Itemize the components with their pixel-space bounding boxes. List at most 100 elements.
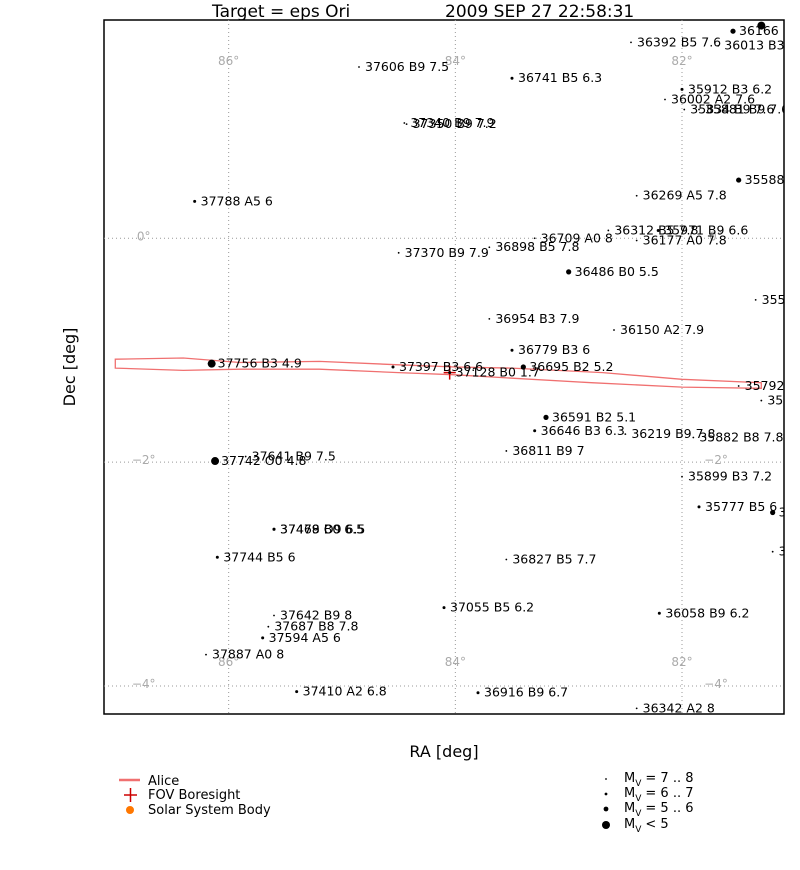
star-label: 37397 B3 6.6 — [399, 359, 483, 374]
mag-5-6-swatch — [603, 806, 609, 812]
star-point — [730, 28, 736, 34]
star-point — [657, 611, 661, 615]
star-label: 36269 A5 7.8 — [643, 188, 727, 203]
star-label: 37742 O0 4.8 — [221, 453, 306, 468]
mag-symbol: M — [624, 801, 635, 816]
star-label: 35792 B3 7 — [745, 378, 800, 393]
star-point — [680, 87, 684, 91]
star-point — [656, 228, 660, 232]
star-label: 36916 B9 6.7 — [484, 685, 568, 700]
plot-frame — [103, 19, 785, 715]
star-label: 37687 B8 7.8 — [274, 619, 358, 634]
mag-5-6-label: = 5 .. 6 — [645, 801, 693, 816]
star-point — [391, 365, 395, 369]
magnitude-legend: MV = 7 .. 8 MV = 6 .. 7 MV = 5 .. 6 MV < 5 — [602, 771, 694, 835]
star-label: 36013 B3 7.4 — [724, 38, 800, 53]
star-point — [476, 691, 480, 695]
ra-grid-label: 82° — [671, 655, 692, 669]
star-label: 3554 — [762, 292, 794, 307]
star-point — [757, 21, 766, 30]
star-point — [448, 371, 452, 375]
star-label: 36166 B3 5.5 — [739, 23, 800, 38]
legend-boresight-label: FOV Boresight — [148, 788, 240, 803]
star-point — [488, 317, 491, 320]
mag-6-7-label: = 6 .. 7 — [645, 786, 693, 801]
star-label: 36150 A2 7.9 — [620, 322, 704, 337]
legend: Alice FOV Boresight Solar System Body — [119, 774, 271, 818]
x-axis-label: RA [deg] — [409, 742, 478, 761]
star-point — [211, 457, 220, 466]
star-label: 35912 B3 6.2 — [688, 81, 772, 96]
star-label: 37744 B5 6 — [223, 549, 295, 564]
ra-grid-label: 84° — [445, 54, 466, 68]
chart-title-time: 2009 SEP 27 22:58:31 — [445, 2, 634, 22]
legend-alice-label: Alice — [148, 774, 179, 789]
star-label: 35971 B9 6.6 — [664, 222, 748, 237]
star-point — [770, 509, 776, 516]
star-point — [736, 177, 742, 183]
star-point — [205, 653, 207, 656]
star-label: 35575 — [767, 393, 800, 408]
star-point — [442, 606, 446, 610]
mag-6-7-swatch — [604, 792, 608, 796]
star-label: 37350 B9 7.2 — [413, 116, 497, 131]
star-label: 36219 B9 7.8 — [631, 426, 715, 441]
star-label: 37468 O9 6.5 — [280, 521, 365, 536]
star-point — [403, 122, 406, 124]
star-point — [754, 298, 757, 301]
star-label: 36695 B2 5.2 — [529, 359, 613, 374]
star-point — [635, 239, 638, 242]
star-label: 37606 B9 7.5 — [365, 59, 449, 74]
star-label: 36312 B5 7.8 — [614, 222, 698, 237]
star-point — [273, 614, 275, 617]
star-label: 37594 A5 6 — [269, 630, 341, 645]
star-label: 35777 B5 6 — [705, 499, 777, 514]
y-axis-label: Dec [deg] — [60, 328, 79, 407]
star-point — [697, 505, 701, 509]
star-point — [624, 433, 627, 436]
legend-solar-body-label: Solar System Body — [148, 803, 271, 818]
star-point — [520, 364, 526, 370]
star-label: 37340 B9 7.9 — [410, 115, 494, 130]
mag-symbol: M — [624, 817, 635, 832]
star-point — [566, 269, 572, 275]
star-point — [635, 194, 638, 197]
star-label: 36392 B5 7.6 — [637, 34, 721, 49]
star-point — [683, 108, 686, 111]
star-label: 37128 B0 1.7 — [456, 365, 540, 380]
dec-grid-label: 0° — [709, 229, 723, 243]
star-label: 36779 B3 6 — [518, 342, 590, 357]
star-label: 35 — [779, 505, 795, 520]
star-label: 35882 B8 7.8 — [699, 430, 783, 445]
legend-solar-body-swatch — [126, 806, 134, 814]
star-point — [358, 66, 360, 68]
alice-track — [114, 357, 762, 389]
star-point — [295, 690, 299, 694]
star-point — [533, 237, 536, 240]
svg-text:MV= 5 .. 6: MV = 5 .. 6 — [624, 801, 694, 819]
star-label: 36058 B9 6.2 — [665, 605, 749, 620]
dec-grid-label: −4° — [704, 677, 728, 691]
star-point — [261, 636, 265, 640]
star-point — [272, 527, 276, 531]
star-label: 36002 A2 7.6 — [671, 91, 755, 106]
star-label: 37410 A2 6.8 — [303, 684, 387, 699]
star-point — [397, 251, 400, 254]
chart-title-target: Target = eps Ori — [211, 2, 350, 22]
star-point — [207, 359, 216, 368]
star-point — [760, 399, 763, 402]
star-label: 36486 B0 5.5 — [575, 264, 659, 279]
ra-grid-label: 86° — [218, 655, 239, 669]
star-point — [635, 707, 638, 710]
star-point — [681, 475, 683, 478]
star-point — [267, 625, 270, 628]
mag-subscript: V — [635, 794, 642, 804]
star-point — [405, 123, 408, 125]
mag-symbol: M — [624, 771, 635, 786]
star-point — [505, 450, 508, 452]
star-point — [737, 385, 740, 387]
star-label: 35588 — [745, 172, 785, 187]
svg-text:MV< 5: MV < 5 — [624, 817, 669, 835]
svg-text:MV= 6 .. 7: MV = 6 .. 7 — [624, 786, 694, 804]
